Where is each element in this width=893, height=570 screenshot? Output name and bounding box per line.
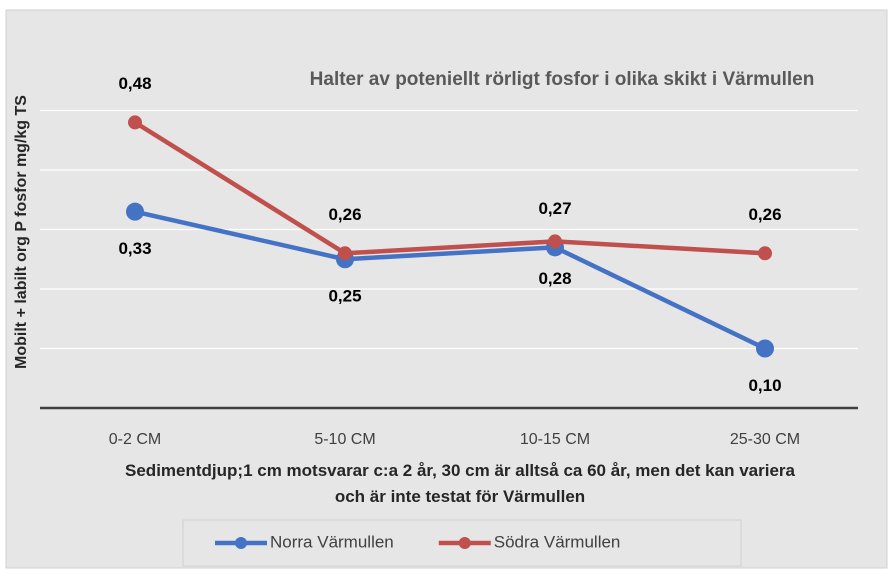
legend-marker (458, 537, 471, 549)
series-line (134, 209, 766, 351)
x-tick-label: 5-10 CM (314, 431, 375, 448)
x-axis-title: Sedimentdjup;1 cm motsvarar c:a 2 år, 30… (125, 461, 795, 506)
series-line (133, 120, 766, 256)
x-tick-label: 0-2 CM (109, 431, 161, 448)
marker (758, 246, 772, 261)
legend-marker (235, 537, 247, 549)
data-label: 0,28 (538, 269, 571, 288)
marker (548, 234, 562, 249)
data-label: 0,26 (748, 205, 781, 224)
data-label: 0,33 (118, 239, 151, 258)
legend-label: Norra Värmullen (270, 532, 394, 551)
data-label: 0,48 (118, 74, 151, 93)
marker (756, 339, 774, 358)
marker (128, 115, 142, 130)
data-label: 0,27 (538, 199, 571, 218)
marker (126, 202, 144, 221)
x-tick-label: 10-15 CM (520, 431, 590, 448)
legend-label: Södra Värmullen (494, 532, 621, 551)
data-label: 0,26 (328, 205, 361, 224)
data-label: 0,10 (748, 376, 781, 395)
chart-title: Halter av poteniellt rörligt fosfor i ol… (310, 69, 815, 90)
x-tick-label: 25-30 CM (730, 431, 800, 448)
y-axis-title: Mobilt + labilt org P fosfor mg/kg TS (13, 95, 30, 369)
marker (338, 246, 352, 261)
data-label: 0,25 (328, 287, 361, 306)
